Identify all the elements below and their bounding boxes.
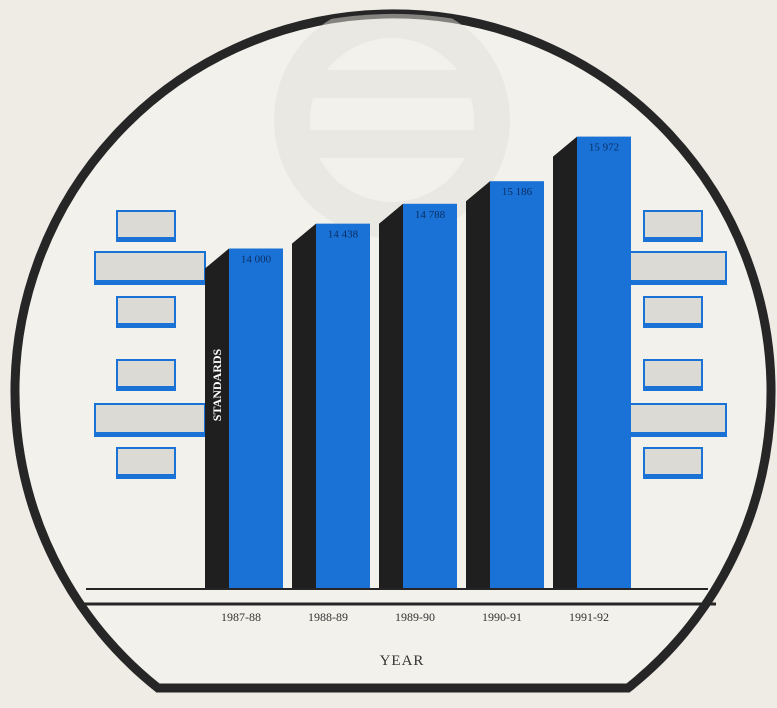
bar-face <box>316 223 370 589</box>
side-panel <box>643 359 703 391</box>
side-panel <box>643 210 703 242</box>
side-panel <box>94 251 206 285</box>
side-panel <box>643 447 703 479</box>
bar: 14 000 <box>205 248 283 589</box>
bar: 14 788 <box>379 203 457 589</box>
bar-value-label: 15 972 <box>589 142 619 154</box>
bar: 15 186 <box>466 181 544 589</box>
bar-side <box>292 223 316 589</box>
side-panels <box>94 210 727 479</box>
bar-side <box>466 181 490 589</box>
baseline <box>76 588 716 606</box>
x-tick-labels: 1987-88 1988-89 1989-90 1990-91 1991-92 <box>221 610 609 624</box>
bar-side <box>379 203 403 589</box>
bar-side <box>205 248 229 589</box>
x-tick-label: 1989-90 <box>395 610 435 624</box>
side-panel <box>621 251 727 285</box>
x-tick-label: 1988-89 <box>308 610 348 624</box>
side-panel <box>116 296 176 328</box>
bar-value-label: 14 788 <box>415 209 446 221</box>
bar: 14 438 <box>292 223 370 589</box>
bar-side <box>553 136 577 590</box>
side-panel <box>643 296 703 328</box>
bar-value-label: 14 000 <box>241 254 272 266</box>
bar-face <box>403 203 457 589</box>
watermark-logo <box>274 13 510 238</box>
x-tick-label: 1991-92 <box>569 610 609 624</box>
x-axis-label: YEAR <box>380 653 425 669</box>
y-axis-label: STANDARDS <box>210 348 224 421</box>
side-panel <box>621 403 727 437</box>
bar-value-label: 14 438 <box>328 229 359 241</box>
side-panel <box>116 447 176 479</box>
x-tick-label: 1987-88 <box>221 610 261 624</box>
bar-face <box>577 136 631 590</box>
bar-value-label: 15 186 <box>502 186 533 198</box>
bar: 15 972 <box>553 136 631 590</box>
bars-group: 14 000 14 438 14 788 15 186 15 972 STANDARDS <box>205 136 631 590</box>
side-panel <box>116 359 176 391</box>
bar-face <box>229 248 283 589</box>
x-tick-label: 1990-91 <box>482 610 522 624</box>
side-panel <box>94 403 206 437</box>
side-panel <box>116 210 176 242</box>
bar-face <box>490 181 544 589</box>
